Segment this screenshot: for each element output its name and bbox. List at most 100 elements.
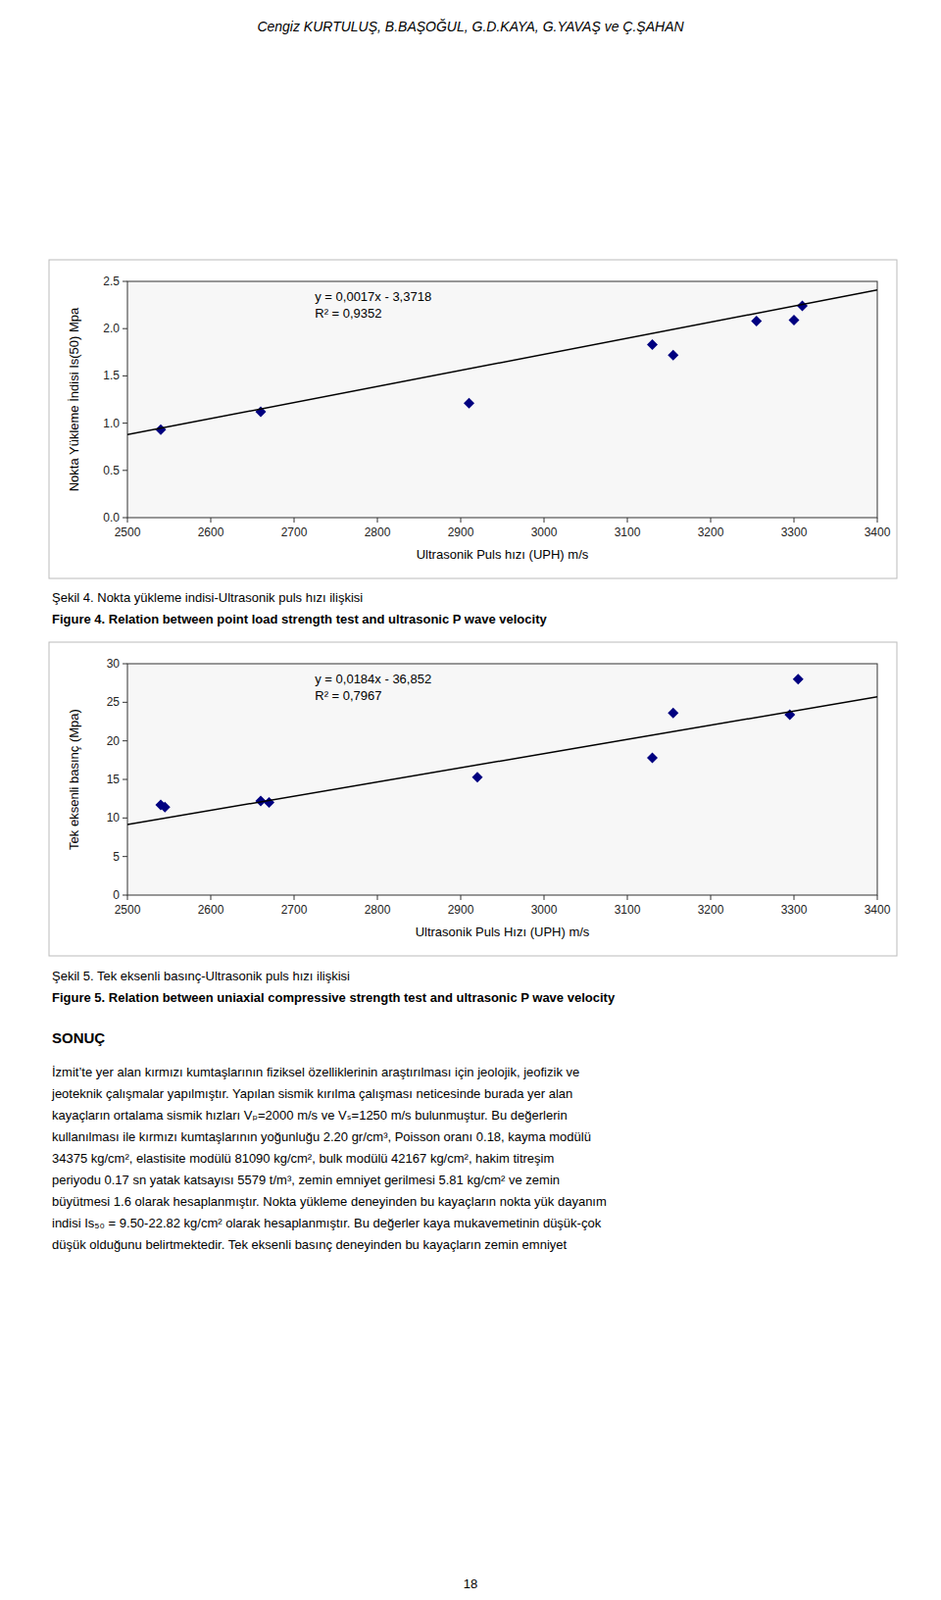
y-tick-label: 2.0 — [102, 321, 120, 336]
x-tick — [710, 894, 712, 900]
body-text: periyodu 0.17 sn yatak katsayısı 5579 t/… — [51, 1172, 560, 1188]
x-tick — [127, 894, 129, 900]
x-tick — [627, 894, 629, 900]
body-text: İzmit’te yer alan kırmızı kumtaşlarının … — [51, 1064, 580, 1080]
scatter-point — [472, 771, 484, 783]
equation-annotation: R² = 0,9352 — [314, 305, 382, 321]
x-tick-label: 3300 — [781, 902, 808, 917]
trend-line — [127, 290, 878, 435]
y-tick — [122, 817, 128, 819]
marks — [127, 673, 878, 825]
y-tick — [122, 894, 128, 896]
x-tick-label: 2900 — [447, 525, 475, 540]
y-tick-label: 1.5 — [102, 368, 120, 383]
y-tick — [122, 663, 128, 665]
y-tick — [122, 422, 128, 424]
x-tick-label: 3100 — [614, 525, 642, 540]
x-axis-label: Ultrasonik Puls hızı (UPH) m/s — [416, 546, 590, 562]
x-tick-label: 2500 — [114, 525, 142, 540]
x-tick-label: 2900 — [447, 902, 475, 917]
scatter-point — [667, 349, 679, 361]
page-header: Cengiz KURTULUŞ, B.BAŞOĞUL, G.D.KAYA, G.… — [256, 18, 685, 35]
equation-annotation: R² = 0,7967 — [314, 688, 382, 703]
page: Cengiz KURTULUŞ, B.BAŞOĞUL, G.D.KAYA, G.… — [0, 0, 941, 1600]
chart-box — [49, 259, 897, 579]
x-tick-label: 2700 — [281, 902, 308, 917]
y-tick — [122, 469, 128, 471]
x-tick-label: 3000 — [531, 902, 558, 917]
plot-area — [127, 663, 878, 895]
scatter-point — [263, 796, 275, 808]
x-axis-label: Ultrasonik Puls Hızı (UPH) m/s — [415, 924, 591, 940]
figure-caption: Şekil 5. Tek eksenli basınç-Ultrasonik p… — [51, 968, 350, 984]
x-tick — [544, 517, 545, 523]
x-tick — [377, 517, 379, 523]
y-tick-label: 25 — [106, 694, 121, 709]
x-tick-label: 3000 — [531, 525, 558, 540]
x-tick — [377, 894, 379, 900]
x-tick — [210, 517, 212, 523]
x-tick-label: 2600 — [198, 902, 225, 917]
x-tick-label: 2800 — [364, 902, 392, 917]
plot-area — [127, 281, 878, 518]
marks — [127, 290, 878, 436]
x-tick-label: 3400 — [864, 525, 892, 540]
x-tick — [627, 517, 629, 523]
body-text: düşük olduğunu belirtmektedir. Tek eksen… — [51, 1237, 568, 1252]
chart-box — [49, 642, 897, 956]
x-tick — [460, 517, 462, 523]
scatter-point — [155, 424, 167, 436]
body-text: kayaçların ortalama sismik hızları Vₚ=20… — [51, 1107, 568, 1123]
body-text: jeoteknik çalışmalar yapılmıştır. Yapıla… — [50, 1086, 573, 1101]
x-tick-label: 2700 — [281, 525, 308, 540]
x-tick-label: 3200 — [697, 525, 725, 540]
scatter-point — [463, 397, 475, 409]
plot-frame — [127, 281, 878, 518]
x-tick — [127, 517, 129, 523]
section-title: SONUÇ — [51, 1029, 105, 1046]
y-tick — [122, 740, 128, 742]
x-tick — [877, 517, 879, 523]
y-tick — [122, 855, 128, 857]
x-tick-label: 2800 — [364, 525, 392, 540]
chart: 2500 2600 2700 2800 2900 3000 3100 3200 3300 3400… — [49, 259, 897, 627]
figure-caption-english: Figure 4. Relation between point load st… — [51, 611, 547, 627]
scatter-point — [792, 673, 804, 685]
x-tick — [544, 894, 545, 900]
y-tick-label: 10 — [106, 810, 121, 825]
x-tick — [294, 517, 296, 523]
y-tick-label: 0 — [112, 888, 120, 902]
scatter-point — [789, 314, 800, 326]
y-tick — [122, 375, 128, 377]
page-background — [0, 0, 941, 1600]
y-tick — [122, 517, 128, 519]
x-tick-label: 3400 — [864, 902, 892, 917]
scatter-point — [646, 339, 658, 350]
x-tick — [294, 894, 296, 900]
y-tick-label: 30 — [106, 656, 121, 671]
y-tick — [122, 779, 128, 781]
plot-frame — [127, 663, 878, 895]
y-tick — [122, 281, 128, 283]
y-tick — [122, 328, 128, 330]
figure-caption-english: Figure 5. Relation between uniaxial comp… — [51, 990, 616, 1005]
x-tick — [210, 894, 212, 900]
y-tick-label: 5 — [112, 849, 120, 864]
scatter-point — [750, 315, 762, 327]
y-tick-label: 1.0 — [102, 416, 120, 431]
x-tick-label: 3300 — [781, 525, 808, 540]
x-tick — [793, 894, 795, 900]
y-tick-label: 2.5 — [102, 274, 120, 289]
body-text: 34375 kg/cm², elastisite modülü 81090 kg… — [51, 1150, 554, 1166]
x-tick-label: 2500 — [114, 902, 142, 917]
x-tick-label: 3100 — [614, 902, 642, 917]
x-tick-label: 2600 — [198, 525, 225, 540]
x-tick — [460, 894, 462, 900]
x-tick — [710, 517, 712, 523]
scatter-point — [646, 751, 658, 763]
equation-annotation: y = 0,0184x - 36,852 — [314, 671, 432, 687]
y-axis-label: Nokta Yükleme İndisi Is(50) Mpa — [66, 306, 82, 492]
body-text: indisi Is₅₀ = 9.50-22.82 kg/cm² olarak h… — [51, 1215, 602, 1231]
body-text: büyütmesi 1.6 olarak hesaplanmıştır. Nok… — [51, 1193, 607, 1209]
x-tick-label: 3200 — [697, 902, 725, 917]
